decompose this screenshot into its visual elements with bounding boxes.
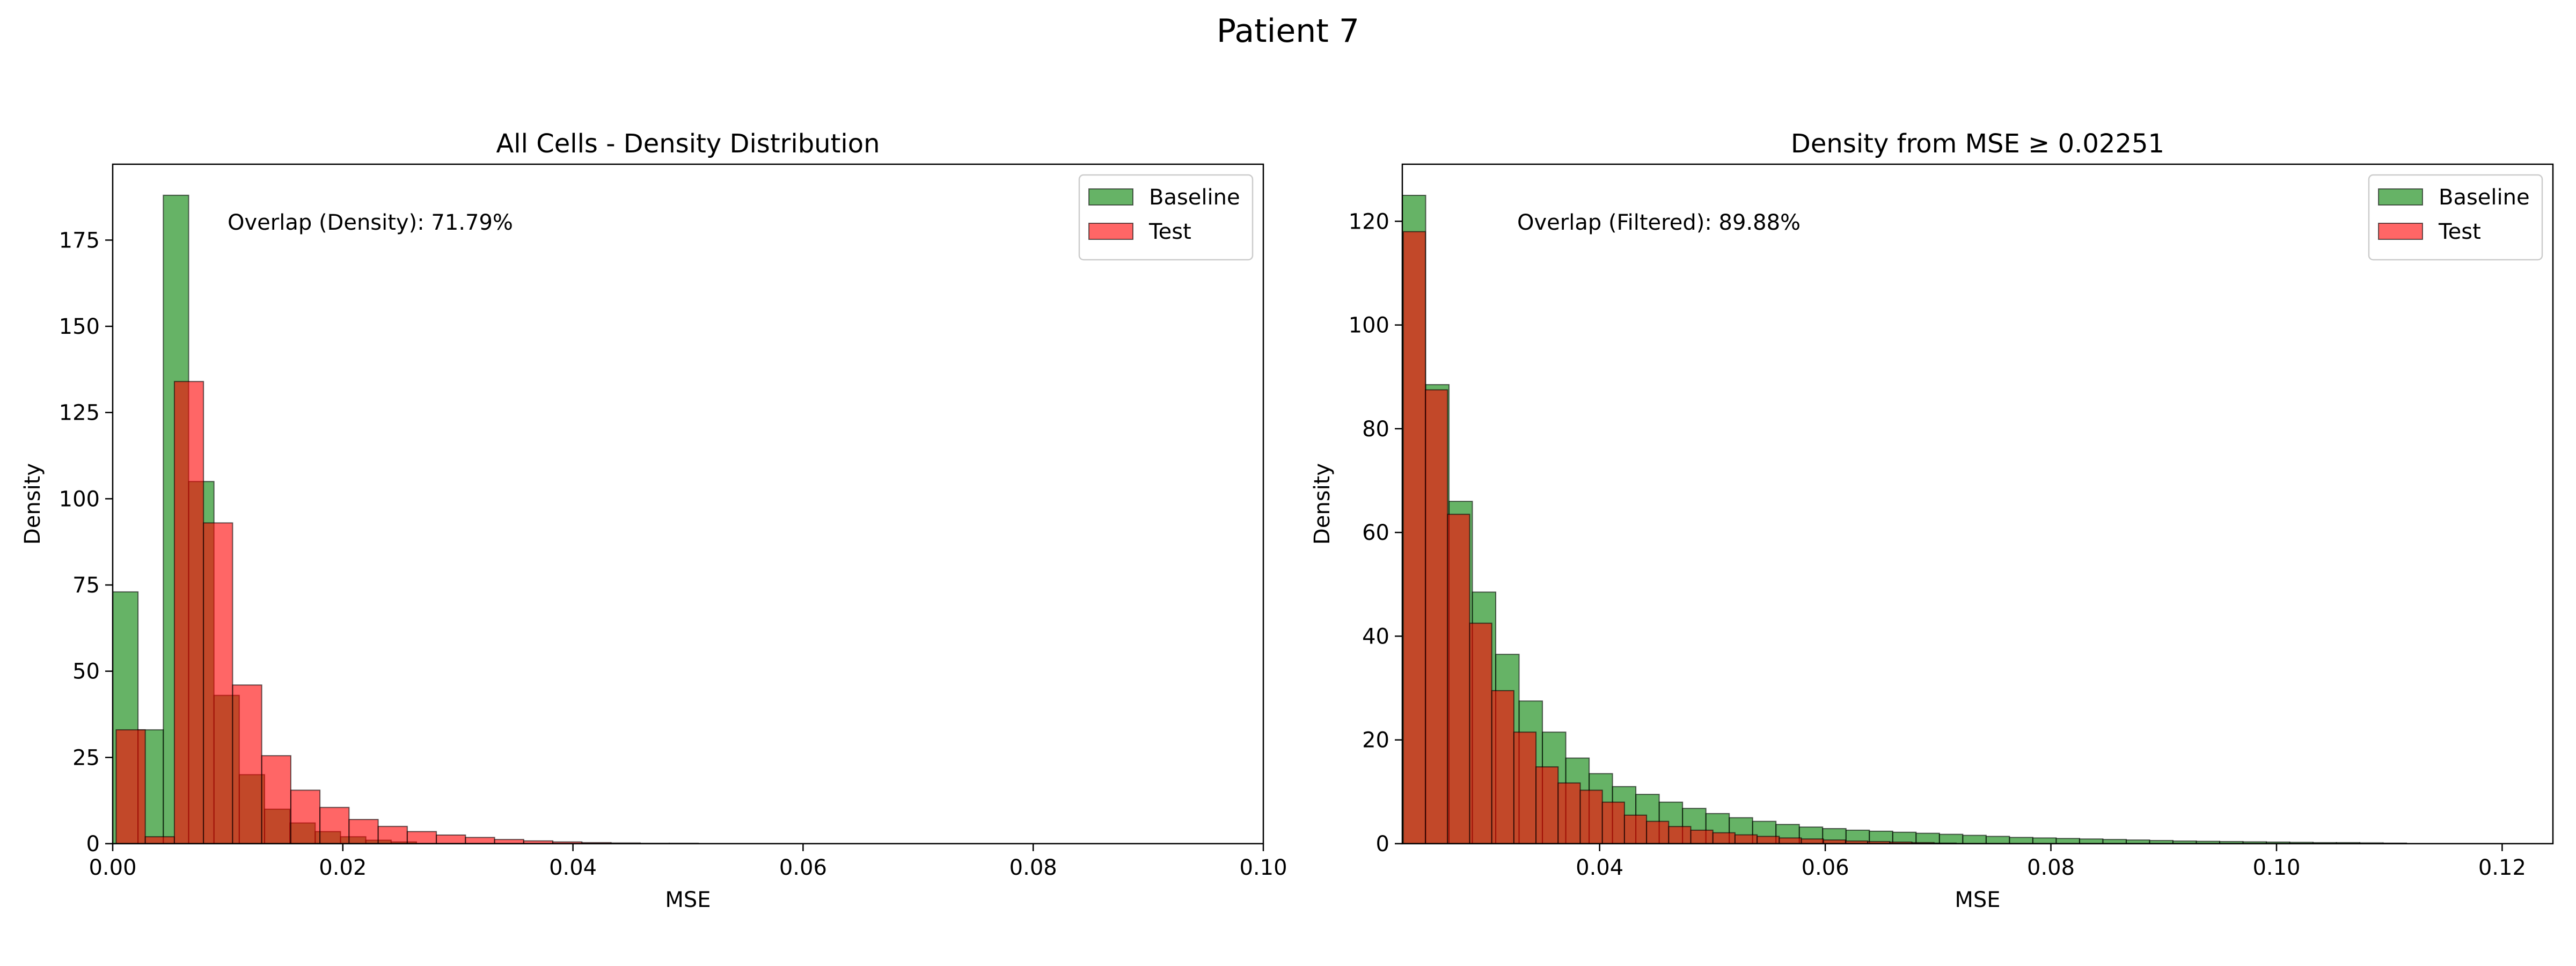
y-tick-label: 50 bbox=[72, 660, 100, 684]
histogram-bar-test bbox=[115, 729, 146, 844]
x-axis-label: MSE bbox=[1955, 888, 2000, 912]
histogram-bar-test bbox=[1757, 836, 1780, 844]
y-tick-label: 0 bbox=[1376, 832, 1389, 857]
histogram-bar-test bbox=[232, 684, 262, 844]
histogram-panel-all-cells: 0.00 0.02 0.04 0.06 0.08 0.10 0 25 50 75 100 125 150… bbox=[20, 129, 1287, 912]
legend-swatch-baseline bbox=[2378, 188, 2423, 206]
histogram-bar-test bbox=[261, 755, 291, 844]
x-tick-label: 0.10 bbox=[2252, 855, 2300, 880]
histogram-bar-baseline bbox=[1962, 835, 1987, 844]
x-tick-label: 0.08 bbox=[1009, 855, 1057, 880]
histogram-bar-test bbox=[1469, 623, 1492, 844]
histogram-bar-baseline bbox=[2079, 838, 2104, 844]
y-tick-label: 120 bbox=[1349, 209, 1389, 234]
histogram-bar-test bbox=[1402, 231, 1426, 844]
y-tick-label: 75 bbox=[72, 573, 100, 598]
axes-frame bbox=[112, 163, 1264, 845]
y-axis-label: Density bbox=[20, 463, 45, 545]
y-tick-label: 25 bbox=[72, 745, 100, 770]
y-tick-label: 40 bbox=[1362, 624, 1389, 649]
histogram-panel-filtered: 0.04 0.06 0.08 0.10 0.12 0 20 40 60 80 100 120 MSE De… bbox=[1310, 129, 2554, 912]
y-tick-label: 100 bbox=[1349, 313, 1389, 338]
histogram-bar-test bbox=[290, 789, 321, 844]
histogram-bar-test bbox=[1646, 821, 1670, 844]
histogram-bar-test bbox=[1801, 838, 1824, 844]
y-tick-label: 125 bbox=[59, 401, 100, 426]
histogram-bar-test bbox=[1712, 832, 1736, 844]
histogram-bar-baseline bbox=[2009, 837, 2033, 844]
chart-title: All Cells - Density Distribution bbox=[496, 129, 880, 159]
histogram-bar-test bbox=[1535, 766, 1559, 844]
x-tick-label: 0.04 bbox=[549, 855, 597, 880]
y-tick-label: 100 bbox=[59, 487, 100, 511]
y-tick-label: 80 bbox=[1362, 417, 1389, 442]
legend-label-baseline: Baseline bbox=[2439, 185, 2530, 210]
y-tick-label: 175 bbox=[59, 228, 100, 253]
histogram-bar-baseline bbox=[1985, 836, 2010, 844]
legend: Baseline Test bbox=[2368, 174, 2543, 261]
histogram-bar-test bbox=[1513, 731, 1537, 844]
overlap-annotation: Overlap (Filtered): 89.88% bbox=[1517, 210, 1801, 235]
histogram-bar-baseline bbox=[2055, 838, 2080, 844]
y-tick-label: 20 bbox=[1362, 728, 1389, 753]
histogram-bar-test bbox=[406, 831, 437, 844]
histogram-bar-test bbox=[173, 380, 204, 844]
x-tick-label: 0.08 bbox=[2027, 855, 2075, 880]
legend-label-test: Test bbox=[2438, 219, 2481, 244]
histogram-bar-test bbox=[1734, 834, 1758, 844]
histogram-bar-test bbox=[465, 837, 495, 844]
histogram-bar-baseline bbox=[1938, 833, 1964, 844]
y-axis-label: Density bbox=[1310, 463, 1335, 545]
histogram-bar-test bbox=[348, 819, 379, 844]
legend-label-test: Test bbox=[1148, 219, 1191, 244]
histogram-bar-test bbox=[1601, 801, 1625, 844]
legend: Baseline Test bbox=[1078, 174, 1254, 261]
histogram-bar-test bbox=[1779, 837, 1802, 844]
x-tick-label: 0.10 bbox=[1239, 855, 1287, 880]
histogram-bar-test bbox=[1425, 389, 1448, 844]
histogram-bar-test bbox=[1690, 829, 1714, 844]
y-tick-label: 60 bbox=[1362, 521, 1389, 545]
histogram-bar-test bbox=[203, 522, 233, 844]
histogram-bar-test bbox=[377, 825, 408, 844]
x-tick-label: 0.06 bbox=[779, 855, 827, 880]
histogram-bar-test bbox=[1623, 814, 1648, 844]
legend-swatch-test bbox=[1088, 223, 1133, 240]
histogram-bar-test bbox=[319, 807, 350, 844]
histogram-bar-baseline bbox=[2032, 837, 2057, 844]
histogram-bar-test bbox=[1557, 782, 1581, 844]
axes-frame bbox=[1401, 163, 2554, 845]
histogram-bar-test bbox=[1447, 514, 1470, 844]
y-tick-label: 150 bbox=[59, 314, 100, 339]
x-tick-label: 0.12 bbox=[2478, 855, 2526, 880]
histogram-bar-test bbox=[144, 836, 175, 844]
histogram-bar-test bbox=[1579, 789, 1603, 844]
legend-swatch-baseline bbox=[1088, 188, 1133, 206]
bars-group bbox=[1402, 194, 2407, 844]
x-tick-label: 0.00 bbox=[89, 855, 136, 880]
x-tick-label: 0.04 bbox=[1576, 855, 1623, 880]
histogram-bar-test bbox=[1491, 690, 1514, 844]
y-tick-label: 0 bbox=[86, 832, 100, 857]
histogram-bar-test bbox=[436, 834, 466, 844]
bars-group bbox=[113, 194, 699, 844]
chart-title: Density from MSE ≥ 0.02251 bbox=[1791, 129, 2164, 159]
x-tick-label: 0.02 bbox=[319, 855, 367, 880]
overlap-annotation: Overlap (Density): 71.79% bbox=[228, 210, 513, 235]
x-tick-label: 0.06 bbox=[1802, 855, 1849, 880]
figure-title: Patient 7 bbox=[1217, 12, 1359, 50]
legend-swatch-test bbox=[2378, 223, 2423, 240]
x-axis-label: MSE bbox=[665, 888, 711, 912]
legend-label-baseline: Baseline bbox=[1149, 185, 1240, 210]
histogram-bar-test bbox=[1668, 826, 1692, 844]
